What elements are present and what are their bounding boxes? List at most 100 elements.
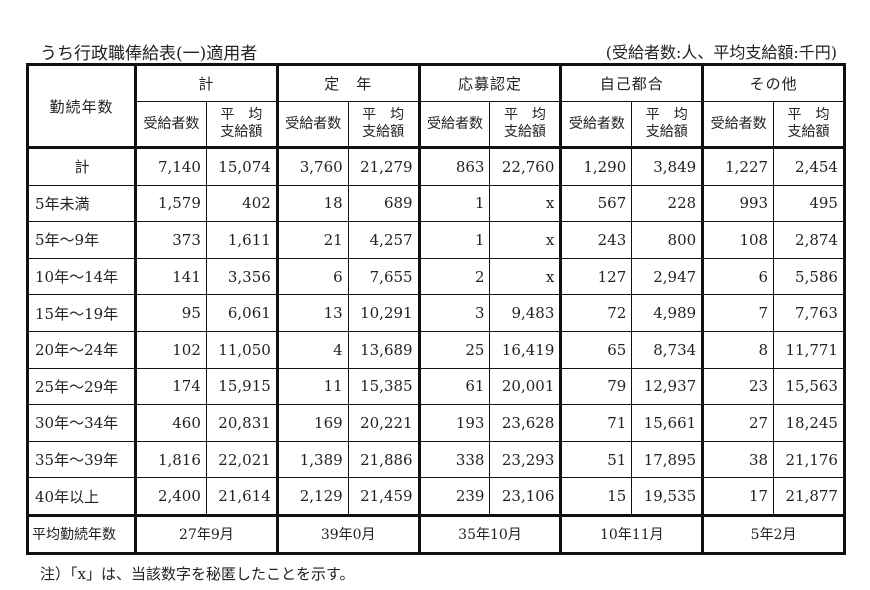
average-years-retirement-age: 39年0月 [275, 513, 420, 554]
average-amount-cell: x [489, 257, 562, 296]
average-amount-cell: 20,001 [489, 367, 562, 406]
average-amount-cell: x [489, 184, 562, 223]
total-row: 計 7,140 15,074 3,760 21,279 863 22,760 1,290 3,8… [27, 146, 845, 186]
recipient-count-cell: 1,290 [559, 146, 633, 186]
sub-header-count: 受給者数 [275, 101, 349, 148]
recipient-count-cell: 3,760 [275, 146, 349, 186]
average-amount-cell: 12,937 [631, 367, 704, 406]
recipient-count-cell: 38 [701, 440, 775, 479]
average-amount-cell: 15,074 [205, 146, 278, 186]
average-amount-cell: 228 [631, 184, 704, 223]
average-amount-cell: 495 [773, 184, 845, 223]
recipient-count-cell: 1,816 [134, 440, 207, 479]
row-label: 25年〜29年 [27, 367, 137, 406]
sub-header-avg: 平 均支給額 [205, 101, 278, 148]
recipient-count-cell: 51 [559, 440, 633, 479]
table-body: 計 7,140 15,074 3,760 21,279 863 22,760 1,290 3,8… [27, 146, 845, 516]
average-amount-cell: 21,886 [347, 440, 420, 479]
average-amount-cell: 9,483 [489, 294, 562, 332]
recipient-count-cell: 72 [559, 294, 633, 332]
group-header-other: その他 [701, 64, 845, 102]
recipient-count-cell: 13 [275, 294, 349, 332]
recipient-count-cell: 4 [275, 330, 349, 369]
group-header-retirement-age: 定 年 [275, 64, 420, 102]
average-amount-cell: 4,257 [347, 221, 420, 259]
average-amount-cell: x [489, 221, 562, 259]
average-amount-cell: 21,877 [773, 477, 845, 516]
average-amount-cell: 10,291 [347, 294, 420, 332]
average-amount-cell: 20,831 [205, 404, 278, 442]
recipient-count-cell: 863 [417, 146, 491, 186]
average-amount-cell: 2,947 [631, 257, 704, 296]
sub-header-avg: 平 均支給額 [347, 101, 420, 148]
average-amount-cell: 4,989 [631, 294, 704, 332]
average-amount-cell: 21,614 [205, 477, 278, 516]
average-amount-cell: 15,661 [631, 404, 704, 442]
recipient-count-cell: 460 [134, 404, 207, 442]
recipient-count-cell: 338 [417, 440, 491, 479]
average-amount-cell: 17,895 [631, 440, 704, 479]
recipient-count-cell: 17 [701, 477, 775, 516]
recipient-count-cell: 71 [559, 404, 633, 442]
recipient-count-cell: 108 [701, 221, 775, 259]
average-amount-cell: 22,760 [489, 146, 562, 186]
average-amount-cell: 402 [205, 184, 278, 223]
recipient-count-cell: 27 [701, 404, 775, 442]
average-years-row: 平均勤続年数 27年9月 39年0月 35年10月 10年11月 5年2月 [27, 513, 845, 554]
average-amount-cell: 18,245 [773, 404, 845, 442]
average-amount-cell: 689 [347, 184, 420, 223]
average-amount-cell: 3,849 [631, 146, 704, 186]
sub-header-count: 受給者数 [559, 101, 633, 148]
sub-header-avg: 平 均支給額 [631, 101, 704, 148]
row-label: 20年〜24年 [27, 330, 137, 369]
average-amount-cell: 16,419 [489, 330, 562, 369]
recipient-count-cell: 174 [134, 367, 207, 406]
sub-header-avg: 平 均支給額 [489, 101, 562, 148]
footnote: 注）「x」は、当該数字を秘匿したことを示す。 [40, 565, 355, 583]
average-amount-cell: 6,061 [205, 294, 278, 332]
recipient-count-cell: 1 [417, 221, 491, 259]
recipient-count-cell: 567 [559, 184, 633, 223]
table-title: うち行政職俸給表(一)適用者 [40, 44, 258, 64]
recipient-count-cell: 61 [417, 367, 491, 406]
recipient-count-cell: 21 [275, 221, 349, 259]
recipient-count-cell: 65 [559, 330, 633, 369]
recipient-count-cell: 79 [559, 367, 633, 406]
recipient-count-cell: 2,129 [275, 477, 349, 516]
row-label: 計 [27, 146, 137, 186]
average-amount-cell: 8,734 [631, 330, 704, 369]
average-amount-cell: 7,763 [773, 294, 845, 332]
average-years-label: 平均勤続年数 [27, 513, 137, 554]
table-row: 20年〜24年 102 11,050 4 13,689 25 16,419 65 8,734 8 1… [27, 330, 845, 369]
average-amount-cell: 23,293 [489, 440, 562, 479]
table-row: 40年以上 2,400 21,614 2,129 21,459 239 23,106 15 19… [27, 477, 845, 516]
recipient-count-cell: 2 [417, 257, 491, 296]
recipient-count-cell: 102 [134, 330, 207, 369]
average-years-self-reasons: 10年11月 [559, 513, 704, 554]
sub-header-count: 受給者数 [134, 101, 207, 148]
recipient-count-cell: 1,389 [275, 440, 349, 479]
table-row: 10年〜14年 141 3,356 6 7,655 2 x 127 2,947 6 5,586 [27, 257, 845, 296]
row-label: 15年〜19年 [27, 294, 137, 332]
recipient-count-cell: 7 [701, 294, 775, 332]
average-amount-cell: 800 [631, 221, 704, 259]
unit-note: (受給者数:人、平均支給額:千円) [605, 43, 837, 62]
recipient-count-cell: 239 [417, 477, 491, 516]
recipient-count-cell: 7,140 [134, 146, 207, 186]
row-label: 5年未満 [27, 184, 137, 223]
average-amount-cell: 11,050 [205, 330, 278, 369]
average-amount-cell: 13,689 [347, 330, 420, 369]
recipient-count-cell: 373 [134, 221, 207, 259]
row-label: 35年〜39年 [27, 440, 137, 479]
table-row: 5年未満 1,579 402 18 689 1 x 567 228 993 495 [27, 184, 845, 223]
recipient-count-cell: 3 [417, 294, 491, 332]
average-amount-cell: 15,563 [773, 367, 845, 406]
recipient-count-cell: 1 [417, 184, 491, 223]
average-amount-cell: 5,586 [773, 257, 845, 296]
average-amount-cell: 7,655 [347, 257, 420, 296]
recipient-count-cell: 6 [701, 257, 775, 296]
recipient-count-cell: 169 [275, 404, 349, 442]
average-amount-cell: 1,611 [205, 221, 278, 259]
average-years-voluntary-approved: 35年10月 [417, 513, 562, 554]
average-amount-cell: 15,915 [205, 367, 278, 406]
